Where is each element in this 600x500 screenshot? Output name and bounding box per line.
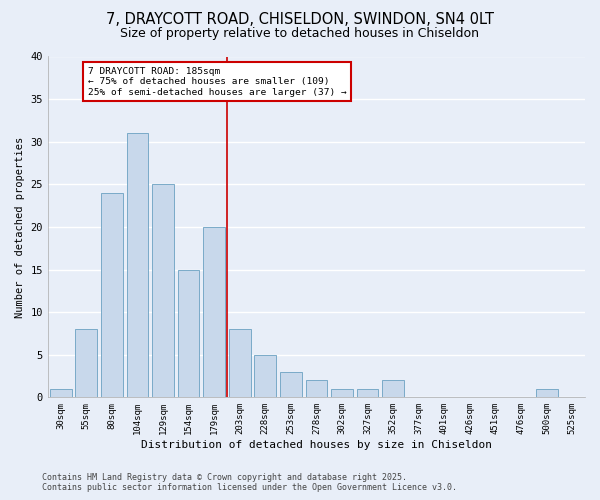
Bar [331, 389, 353, 398]
Bar [50, 389, 71, 398]
Bar [229, 329, 251, 398]
Bar [382, 380, 404, 398]
Bar [203, 227, 225, 398]
Bar [536, 389, 557, 398]
Bar [357, 389, 379, 398]
Bar [254, 354, 276, 398]
X-axis label: Distribution of detached houses by size in Chiseldon: Distribution of detached houses by size … [141, 440, 492, 450]
Text: Size of property relative to detached houses in Chiseldon: Size of property relative to detached ho… [121, 28, 479, 40]
Y-axis label: Number of detached properties: Number of detached properties [15, 136, 25, 318]
Text: Contains HM Land Registry data © Crown copyright and database right 2025.
Contai: Contains HM Land Registry data © Crown c… [42, 473, 457, 492]
Bar [127, 133, 148, 398]
Bar [178, 270, 199, 398]
Bar [280, 372, 302, 398]
Text: 7 DRAYCOTT ROAD: 185sqm
← 75% of detached houses are smaller (109)
25% of semi-d: 7 DRAYCOTT ROAD: 185sqm ← 75% of detache… [88, 66, 346, 96]
Text: 7, DRAYCOTT ROAD, CHISELDON, SWINDON, SN4 0LT: 7, DRAYCOTT ROAD, CHISELDON, SWINDON, SN… [106, 12, 494, 28]
Bar [152, 184, 174, 398]
Bar [305, 380, 328, 398]
Bar [101, 193, 123, 398]
Bar [76, 329, 97, 398]
